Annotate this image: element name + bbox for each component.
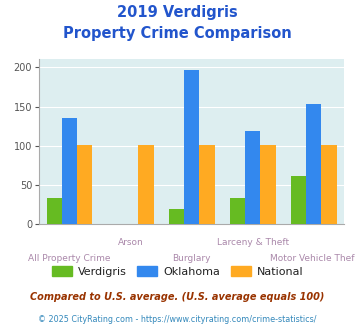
Bar	[245, 131, 261, 224]
Text: Larceny & Theft: Larceny & Theft	[217, 238, 289, 247]
Text: Compared to U.S. average. (U.S. average equals 100): Compared to U.S. average. (U.S. average …	[30, 292, 325, 302]
Legend: Verdigris, Oklahoma, National: Verdigris, Oklahoma, National	[48, 261, 307, 281]
Bar	[322, 145, 337, 224]
Bar	[47, 198, 62, 224]
Text: Property Crime Comparison: Property Crime Comparison	[63, 26, 292, 41]
Text: Arson: Arson	[118, 238, 143, 247]
Bar	[261, 145, 275, 224]
Bar	[306, 104, 322, 224]
Bar	[184, 70, 200, 224]
Bar	[62, 118, 77, 224]
Bar	[77, 145, 92, 224]
Bar	[291, 177, 306, 224]
Text: All Property Crime: All Property Crime	[28, 254, 111, 263]
Text: Motor Vehicle Theft: Motor Vehicle Theft	[270, 254, 355, 263]
Bar	[138, 145, 153, 224]
Text: © 2025 CityRating.com - https://www.cityrating.com/crime-statistics/: © 2025 CityRating.com - https://www.city…	[38, 315, 317, 324]
Bar	[200, 145, 214, 224]
Text: 2019 Verdigris: 2019 Verdigris	[117, 5, 238, 20]
Bar	[230, 198, 245, 224]
Text: Burglary: Burglary	[173, 254, 211, 263]
Bar	[169, 209, 184, 224]
